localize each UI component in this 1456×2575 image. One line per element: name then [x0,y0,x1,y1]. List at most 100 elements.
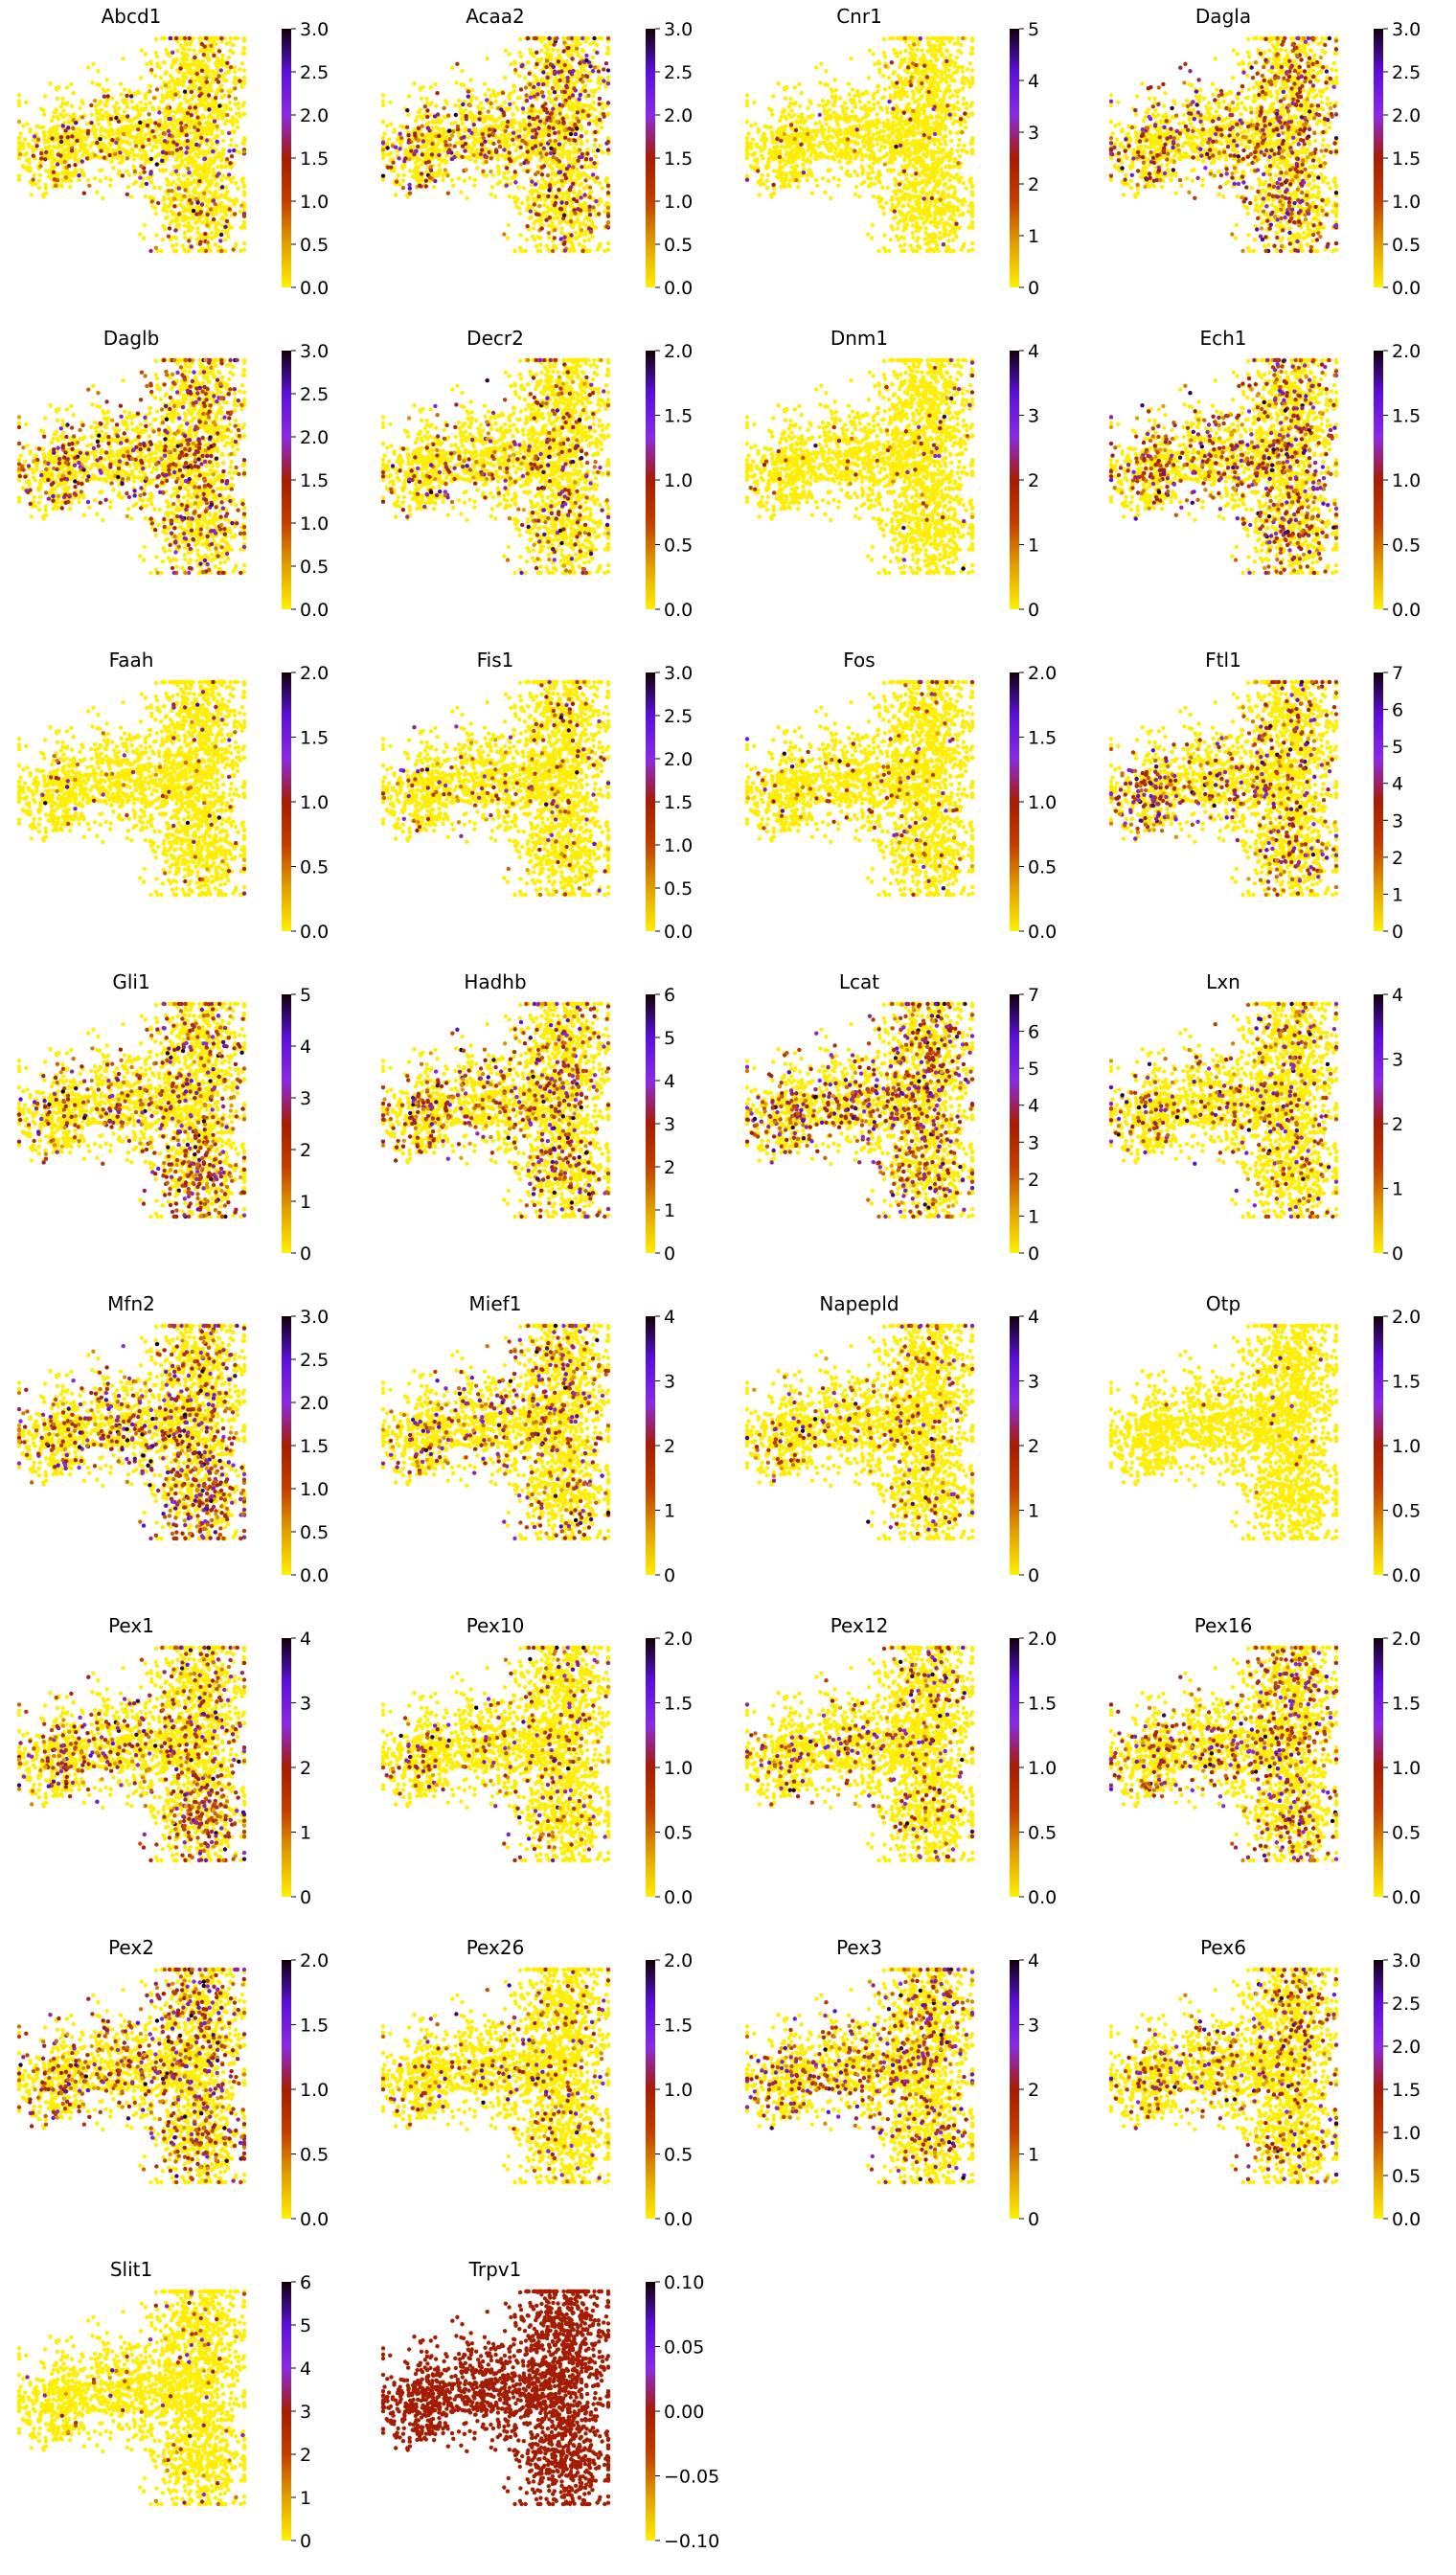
scatter-point [513,170,517,173]
scatter-point [543,121,547,125]
scatter-point [237,106,240,110]
scatter-point [553,90,557,94]
scatter-point [536,165,540,169]
scatter-point [582,193,586,196]
scatter-point [212,198,216,202]
scatter-point [432,146,436,149]
scatter-point [506,236,510,239]
colorbar-tick-label: 2.5 [300,62,329,83]
scatter-point [48,81,52,85]
scatter-point [481,132,485,136]
scatter-point [195,231,199,235]
scatter-point [897,36,900,40]
scatter-point [463,128,466,132]
scatter-point [946,239,950,242]
scatter-point [145,62,148,66]
scatter-point [171,180,175,184]
scatter-point [557,111,561,115]
scatter-point [557,130,560,134]
scatter-point [494,148,498,152]
scatter-point [505,166,509,170]
scatter-point [451,184,455,188]
scatter-point [538,119,542,123]
scatter-point [223,165,227,169]
scatter-point [473,127,477,131]
scatter-point [108,178,112,182]
scatter-point [195,115,199,119]
scatter-point [43,183,47,187]
scatter-point [206,168,210,171]
scatter-point [569,213,573,216]
scatter-point [936,75,940,79]
scatter-point [967,81,971,85]
scatter-point [554,139,557,143]
scatter-point [472,178,476,182]
scatter-point [920,48,923,52]
scatter-point [517,74,521,78]
scatter-point [429,101,433,104]
scatter-point [566,46,570,50]
scatter-point [576,159,580,163]
scatter-point [970,76,974,80]
scatter-point [447,128,451,132]
scatter-point [601,106,604,110]
scatter-point [86,66,90,70]
scatter-point [211,80,215,83]
scatter-point [599,81,603,85]
scatter-point [539,57,543,60]
scatter-point [429,165,433,169]
colorbar-tick-label: 3.0 [664,19,693,40]
scatter-point [505,137,509,141]
scatter-point [211,149,215,153]
scatter-point [577,53,580,57]
scatter-point [516,185,520,189]
scatter-point [219,158,223,162]
scatter-point [446,150,450,154]
scatter-point [202,116,206,120]
scatter-point [183,188,187,192]
colorbar-tick-label: 0.5 [300,235,329,256]
scatter-point [66,135,70,139]
scatter-point [77,173,80,177]
scatter-point [547,188,551,192]
scatter-point [534,109,537,113]
scatter-point [60,124,64,127]
scatter-point [557,59,560,63]
scatter-point [130,135,134,139]
scatter-point [541,70,545,74]
scatter-point [497,140,501,144]
scatter-point [583,178,587,182]
scatter-point [73,163,77,167]
scatter-point [242,47,246,51]
scatter-point [518,212,522,216]
scatter-point [591,69,595,73]
scatter-point [197,86,201,90]
scatter-point [188,36,192,40]
scatter-point [595,247,599,251]
scatter-point [580,36,584,40]
scatter-point [230,154,234,158]
scatter-point [394,193,398,196]
scatter-point [569,132,573,136]
scatter-point [562,242,566,246]
scatter-point [224,186,228,190]
scatter-point [173,93,177,97]
scatter-point [606,215,610,218]
scatter-point [553,70,557,74]
scatter-point [47,145,51,148]
scatter-point [503,101,507,104]
scatter-point [522,133,526,137]
scatter-point [551,221,555,225]
scatter-point [396,173,399,177]
scatter-point [214,242,217,246]
scatter-point [450,134,454,138]
scatter-point [18,152,22,156]
scatter-point [154,233,158,237]
scatter-point [566,80,570,83]
scatter-point [587,226,591,230]
scatter-point [563,172,567,176]
scatter-point [425,115,429,119]
scatter-point [208,146,212,149]
scatter-point [508,97,512,101]
scatter-point [502,113,506,117]
